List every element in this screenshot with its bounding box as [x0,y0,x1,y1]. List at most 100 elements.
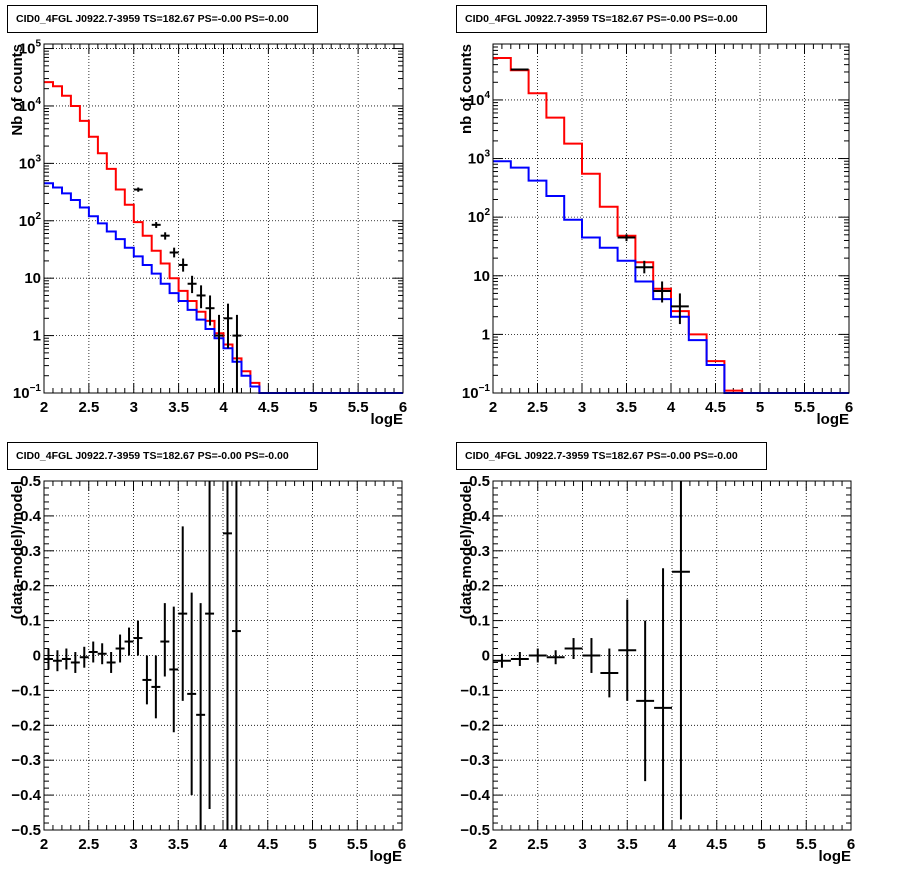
y-tick-label: 0.4 [20,508,42,525]
y-tick-label: −0.1 [11,682,41,699]
y-tick-base: 10 [468,151,485,168]
x-tick-label: 5 [309,399,317,416]
y-tick-exponent: 3 [35,153,41,164]
data-point [124,627,134,656]
y-tick-label: 0.2 [20,578,41,595]
x-tick-label: 5.5 [794,399,815,416]
y-tick-label: 0 [482,648,490,665]
y-tick-label: 0.5 [20,473,41,490]
data-point [564,638,583,659]
data-point [672,481,690,820]
data-point [178,526,188,701]
plot-pad-top-right: 2 2.5 3 3.5 4 4.5 5 5.5 6 10−1 1 10 102 103 104 logE nb … [449,0,898,437]
plot-frame [43,480,403,831]
x-tick-label: 4 [668,836,677,853]
data-point [44,648,53,670]
plot-frame [492,480,852,831]
y-tick-label: 0.3 [469,543,490,560]
x-tick-label: 3.5 [168,399,189,416]
y-tick-label: 0.1 [20,613,41,630]
data-point [106,652,116,673]
x-tick-label: 4 [667,399,676,416]
data-points [133,187,242,393]
x-axis-label: logE [370,848,403,865]
y-tick-label: 102 [19,211,42,230]
data-point [636,620,655,782]
x-tick-label: 5.5 [348,399,369,416]
x-tick-label: 6 [399,399,407,416]
data-point [653,281,671,303]
y-tick-base: 10 [19,155,36,172]
x-tick-label: 2.5 [78,399,99,416]
data-point [223,481,232,830]
y-tick-label: 0.5 [469,473,490,490]
y-tick-label: −0.4 [11,787,41,804]
data-point [196,285,206,309]
x-tick-label: 3 [578,836,586,853]
x-tick-label: 4.5 [257,836,278,853]
y-tick-base: 10 [468,92,485,109]
x-tick-label: 6 [845,399,853,416]
x-tick-label: 5 [757,836,765,853]
y-tick-label: −0.5 [460,822,490,839]
data-point [187,275,197,294]
plot-title: CID0_4FGL J0922.7-3959 TS=182.67 PS=-0.0… [7,442,318,470]
data-point [205,295,215,326]
y-tick-exponent: 4 [35,96,41,107]
data-point [528,648,547,663]
data-point [70,652,80,673]
y-tick-label: 10 [24,270,41,287]
x-axis-label: logE [371,411,404,428]
y-tick-label: 1 [33,328,41,345]
x-tick-label: 2.5 [527,836,548,853]
x-tick-label: 5 [308,836,316,853]
y-tick-label: 0.2 [469,578,490,595]
data-point [97,643,107,665]
data-point [52,650,62,672]
plot-frame [43,43,404,394]
y-tick-exponent: 4 [484,90,490,101]
x-axis-label: logE [817,411,850,428]
plot-title: CID0_4FGL J0922.7-3959 TS=182.67 PS=-0.0… [456,442,767,470]
x-tick-label: 3 [129,836,137,853]
y-tick-exponent: −1 [30,383,42,394]
y-tick-exponent: 2 [484,207,490,218]
y-tick-base: 10 [462,385,479,402]
x-tick-label: 6 [847,836,855,853]
y-tick-exponent: 2 [35,211,41,222]
x-tick-label: 4 [219,399,228,416]
axis-ticks [43,480,403,831]
x-axis-label: logE [819,848,852,865]
data-point [214,314,224,393]
x-tick-label: 2 [40,399,48,416]
y-tick-label: −0.3 [11,752,41,769]
y-axis-label: Nb of counts [9,44,26,136]
y-tick-label: −0.4 [460,787,490,804]
y-tick-label: 1 [482,326,490,343]
x-tick-label: 2 [489,836,497,853]
x-tick-label: 2 [489,399,497,416]
data-points [493,481,690,830]
chart-top-left: 2 2.5 3 3.5 4 4.5 5 5.5 610−1110102103104105logE… [9,39,407,428]
x-tick-label: 5.5 [796,836,817,853]
x-tick-label: 5.5 [347,836,368,853]
x-tick-label: 4.5 [706,836,727,853]
y-tick-base: 10 [468,209,485,226]
y-tick-label: 0.1 [469,613,490,630]
y-tick-label: 104 [468,90,491,109]
x-tick-label: 3.5 [617,836,638,853]
chart-top-right: 2 2.5 3 3.5 4 4.5 5 5.5 610−1110102103104logEnb … [458,43,853,428]
series-red-histogram [493,57,849,394]
data-point [671,293,689,325]
x-tick-label: 4 [219,836,228,853]
y-axis-label: nb of counts [458,44,475,134]
data-point [196,603,206,830]
y-tick-exponent: 3 [484,149,490,160]
y-tick-label: 103 [468,149,491,168]
y-tick-label: 0.4 [469,508,491,525]
y-tick-exponent: −1 [479,383,491,394]
data-point [232,314,242,393]
grid [492,480,852,831]
chart-bottom-right: 2 2.5 3 3.5 4 4.5 5 5.5 6 −0.5 −0.4 −0.3 −0.2 −0.1 0 0.… [458,473,855,865]
data-point [151,655,161,719]
